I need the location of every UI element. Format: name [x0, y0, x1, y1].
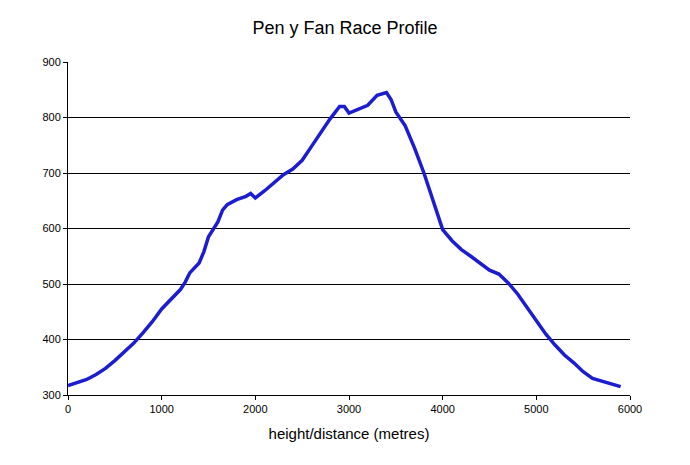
svg-text:2000: 2000: [243, 403, 267, 415]
svg-text:900: 900: [42, 56, 60, 68]
svg-text:400: 400: [42, 333, 60, 345]
svg-text:1000: 1000: [149, 403, 173, 415]
svg-text:0: 0: [65, 403, 71, 415]
svg-text:600: 600: [42, 222, 60, 234]
svg-text:6000: 6000: [618, 403, 642, 415]
svg-text:height/distance (metres): height/distance (metres): [269, 425, 430, 442]
svg-text:700: 700: [42, 167, 60, 179]
svg-text:300: 300: [42, 389, 60, 401]
svg-text:5000: 5000: [524, 403, 548, 415]
svg-text:4000: 4000: [430, 403, 454, 415]
svg-text:Pen y Fan Race Profile: Pen y Fan Race Profile: [252, 18, 437, 38]
svg-text:800: 800: [42, 111, 60, 123]
svg-text:3000: 3000: [337, 403, 361, 415]
svg-text:500: 500: [42, 278, 60, 290]
